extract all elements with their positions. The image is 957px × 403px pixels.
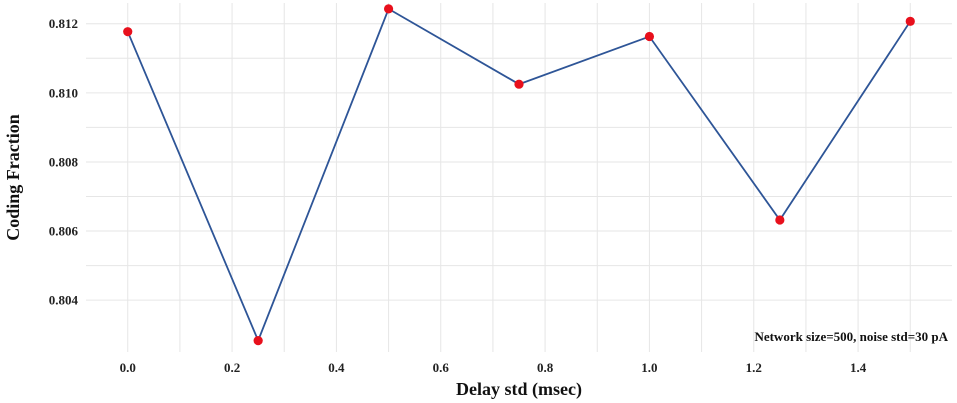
x-axis-ticks: 0.0 0.2 0.4 0.6 0.8 1.0 1.2 1.4 bbox=[120, 360, 867, 375]
y-tick-label: 0.806 bbox=[49, 224, 79, 239]
y-tick-label: 0.804 bbox=[49, 293, 79, 308]
x-tick-label: 0.4 bbox=[328, 360, 345, 375]
y-axis-ticks: 0.804 0.806 0.808 0.810 0.812 bbox=[49, 16, 79, 307]
data-series bbox=[123, 4, 915, 346]
data-point bbox=[123, 27, 133, 37]
y-axis-title: Coding Fraction bbox=[3, 114, 23, 241]
data-point bbox=[644, 31, 655, 42]
x-tick-label: 1.2 bbox=[746, 360, 762, 375]
chart-annotation: Network size=500, noise std=30 pA bbox=[754, 329, 948, 344]
x-tick-label: 1.0 bbox=[641, 360, 657, 375]
grid bbox=[86, 3, 952, 352]
data-point bbox=[775, 215, 785, 225]
data-point bbox=[253, 335, 263, 346]
data-point bbox=[383, 4, 394, 14]
y-tick-label: 0.810 bbox=[49, 85, 78, 100]
x-tick-label: 0.0 bbox=[120, 360, 136, 375]
y-tick-label: 0.812 bbox=[49, 16, 78, 31]
x-tick-label: 1.4 bbox=[850, 360, 867, 375]
data-point bbox=[514, 79, 524, 89]
x-axis-title: Delay std (msec) bbox=[456, 379, 582, 400]
x-tick-label: 0.2 bbox=[224, 360, 240, 375]
y-tick-label: 0.808 bbox=[49, 154, 79, 169]
data-point bbox=[905, 16, 915, 26]
x-tick-label: 0.8 bbox=[537, 360, 554, 375]
x-tick-label: 0.6 bbox=[433, 360, 450, 375]
